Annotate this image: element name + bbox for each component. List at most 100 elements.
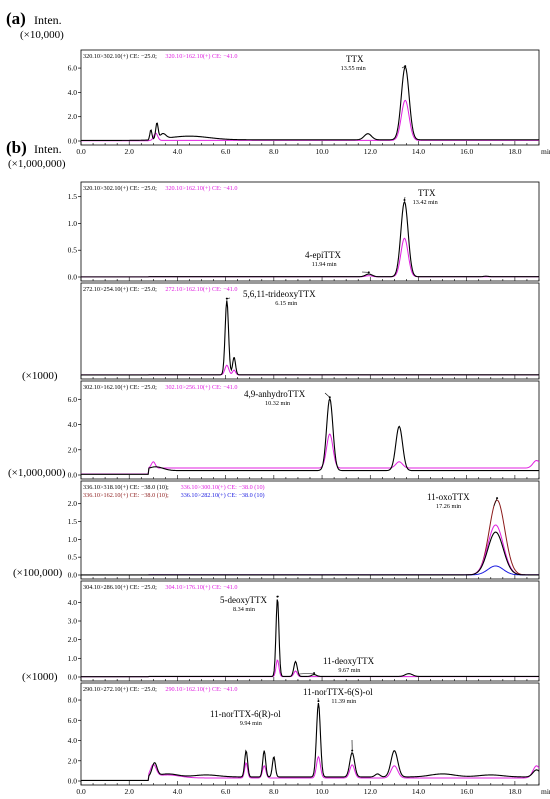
peak-arrow	[298, 672, 315, 675]
y-tick-label: 4.0	[68, 598, 78, 607]
panel-a-label: (a)	[6, 9, 26, 28]
legend-pink: 272.10>162.10(+) CE: −41.0	[165, 286, 237, 293]
chart-panel-b6: 0.0 2.0 4.0 6.0 8.0 0.0 2.0 4.0 6.0 8.0 10.0 12.0 14…	[68, 682, 550, 796]
y-tick-label: 6.0	[68, 716, 78, 725]
peak-arrow-head	[404, 65, 407, 68]
y-tick-label: 6.0	[68, 64, 78, 73]
legend-pink: 302.10>256.10(+) CE: −41.0	[165, 384, 237, 391]
peak-label: 4-epiTTX	[305, 250, 341, 260]
x-tick-label: 12.0	[364, 147, 377, 156]
x-tick-label: 10.0	[315, 787, 328, 796]
y-tick-label: 1.0	[68, 219, 78, 228]
peak-arrow	[324, 392, 330, 398]
peak-arrow-head	[403, 199, 406, 202]
peak-arrow-head	[317, 700, 320, 703]
y-tick-label: 2.0	[68, 112, 78, 121]
panel-b3-scale-label: (×1,000,000)	[8, 467, 66, 479]
x-tick-label: 6.0	[221, 787, 231, 796]
y-tick-label: 2.0	[68, 499, 78, 508]
y-tick-label: 0.0	[68, 471, 78, 480]
peak-time: 11.39 min	[331, 698, 356, 705]
y-tick-label: 6.0	[68, 395, 78, 404]
x-tick-label: 8.0	[269, 787, 279, 796]
plot-frame	[80, 49, 540, 146]
legend-black: 304.10>286.10(+) CE: −25.0;	[83, 584, 157, 591]
panel-b-label: (b)	[6, 138, 27, 157]
peak-time: 8.34 min	[233, 606, 255, 613]
series-line-blue	[81, 565, 539, 576]
y-tick-label: 1.5	[68, 192, 78, 201]
series-line-black	[81, 703, 540, 781]
chart-panel-b3: 0.0 2.0 4.0 6.0 302.10>162.10(+) CE: −25.0; 3…	[68, 380, 540, 480]
peak-time: 9.67 min	[338, 667, 360, 674]
x-tick-label: 14.0	[412, 147, 425, 156]
series-line-black	[81, 599, 539, 678]
x-tick-label: 8.0	[269, 147, 279, 156]
x-tick-label: 14.0	[412, 787, 425, 796]
y-tick-label: 1.0	[68, 654, 78, 663]
series-line-pink	[81, 364, 539, 376]
peak-arrow-head	[328, 396, 331, 399]
y-tick-label: 0.5	[68, 246, 78, 255]
legend-pink: 304.10>176.10(+) CE: −41.0	[165, 584, 237, 591]
y-tick-label: 0.0	[68, 273, 78, 282]
series-line-black	[81, 531, 539, 576]
panel-b-scale-label: (×1,000,000)	[8, 158, 66, 170]
x-tick-label: 0.0	[76, 147, 86, 156]
x-unit-label: min	[541, 147, 550, 156]
peak-time: 6.15 min	[275, 300, 297, 307]
legend-black: 302.10>162.10(+) CE: −25.0;	[83, 384, 157, 391]
chart-panel-b5: 0.0 1.0 2.0 3.0 4.0 304.10>286.10(+) CE: −25.…	[68, 580, 540, 682]
panel-b2-scale-label: (×1000)	[22, 370, 58, 382]
y-tick-label: 8.0	[68, 696, 78, 705]
peak-time: 10.32 min	[265, 400, 290, 407]
peak-time: 17.26 min	[436, 503, 461, 510]
x-tick-label: 4.0	[173, 787, 183, 796]
legend-black: 320.10>302.10(+) CE: −25.0;	[83, 185, 157, 192]
panel-b-inten-label: Inten.	[34, 142, 62, 156]
series-line-pink	[81, 524, 539, 576]
panel-b4-scale-label: (×100,000)	[13, 567, 63, 579]
x-tick-label: 4.0	[173, 147, 183, 156]
peak-label: 11-oxoTTX	[427, 492, 470, 502]
series-line-darkred	[81, 499, 539, 576]
peak-arrow-head	[313, 672, 316, 675]
x-tick-label: 6.0	[221, 147, 231, 156]
legend-black: 272.10>254.10(+) CE: −25.0;	[83, 286, 157, 293]
y-tick-label: 1.0	[68, 535, 78, 544]
peak-time: 11.94 min	[312, 261, 337, 268]
peak-arrow-head	[276, 595, 279, 598]
chart-panel-b4: 0.0 0.5 1.0 1.5 2.0 336.10>318.10(+) CE: −38.…	[68, 480, 540, 580]
plot-frame	[80, 682, 540, 786]
series-line-black	[81, 66, 539, 141]
x-tick-label: 2.0	[125, 787, 135, 796]
panel-b5-scale-label: (×1000)	[22, 671, 58, 683]
legend-black: 290.10>272.10(+) CE: −25.0;	[83, 686, 157, 693]
peak-time: 13.55 min	[341, 65, 366, 72]
series-line-black	[81, 200, 539, 278]
y-tick-label: 4.0	[68, 88, 78, 97]
peak-label: 11-deoxyTTX	[323, 656, 375, 666]
y-tick-label: 4.0	[68, 420, 78, 429]
chart-panel-b2: 272.10>254.10(+) CE: −25.0; 272.10>162.10…	[80, 282, 540, 380]
legend-pink: 336.10>300.10(+) CE: −38.0 (10)	[181, 484, 265, 491]
y-tick-label: 0.0	[68, 777, 78, 786]
y-tick-label: 2.0	[68, 635, 78, 644]
legend-blue: 336.10>282.10(+) CE: −38.0 (10)	[181, 492, 265, 499]
legend-pink: 290.10>162.10(+) CE: −41.0	[165, 686, 237, 693]
peak-arrow-head	[496, 497, 499, 500]
y-tick-label: 0.0	[68, 571, 78, 580]
x-tick-label: 12.0	[364, 787, 377, 796]
x-tick-label: 16.0	[460, 147, 473, 156]
series-line-pink	[81, 99, 539, 142]
peak-arrow	[493, 498, 498, 507]
series-line-black	[81, 300, 539, 376]
x-tick-label: 10.0	[315, 147, 328, 156]
plot-frame	[80, 580, 540, 682]
legend-darkred: 336.10>162.10(+) CE: −38.0 (10);	[83, 492, 169, 499]
peak-time: 13.42 min	[413, 199, 438, 206]
y-tick-label: 2.0	[68, 445, 78, 454]
y-tick-label: 4.0	[68, 736, 78, 745]
plot-frame	[80, 181, 540, 282]
x-unit-label: min	[541, 787, 550, 796]
